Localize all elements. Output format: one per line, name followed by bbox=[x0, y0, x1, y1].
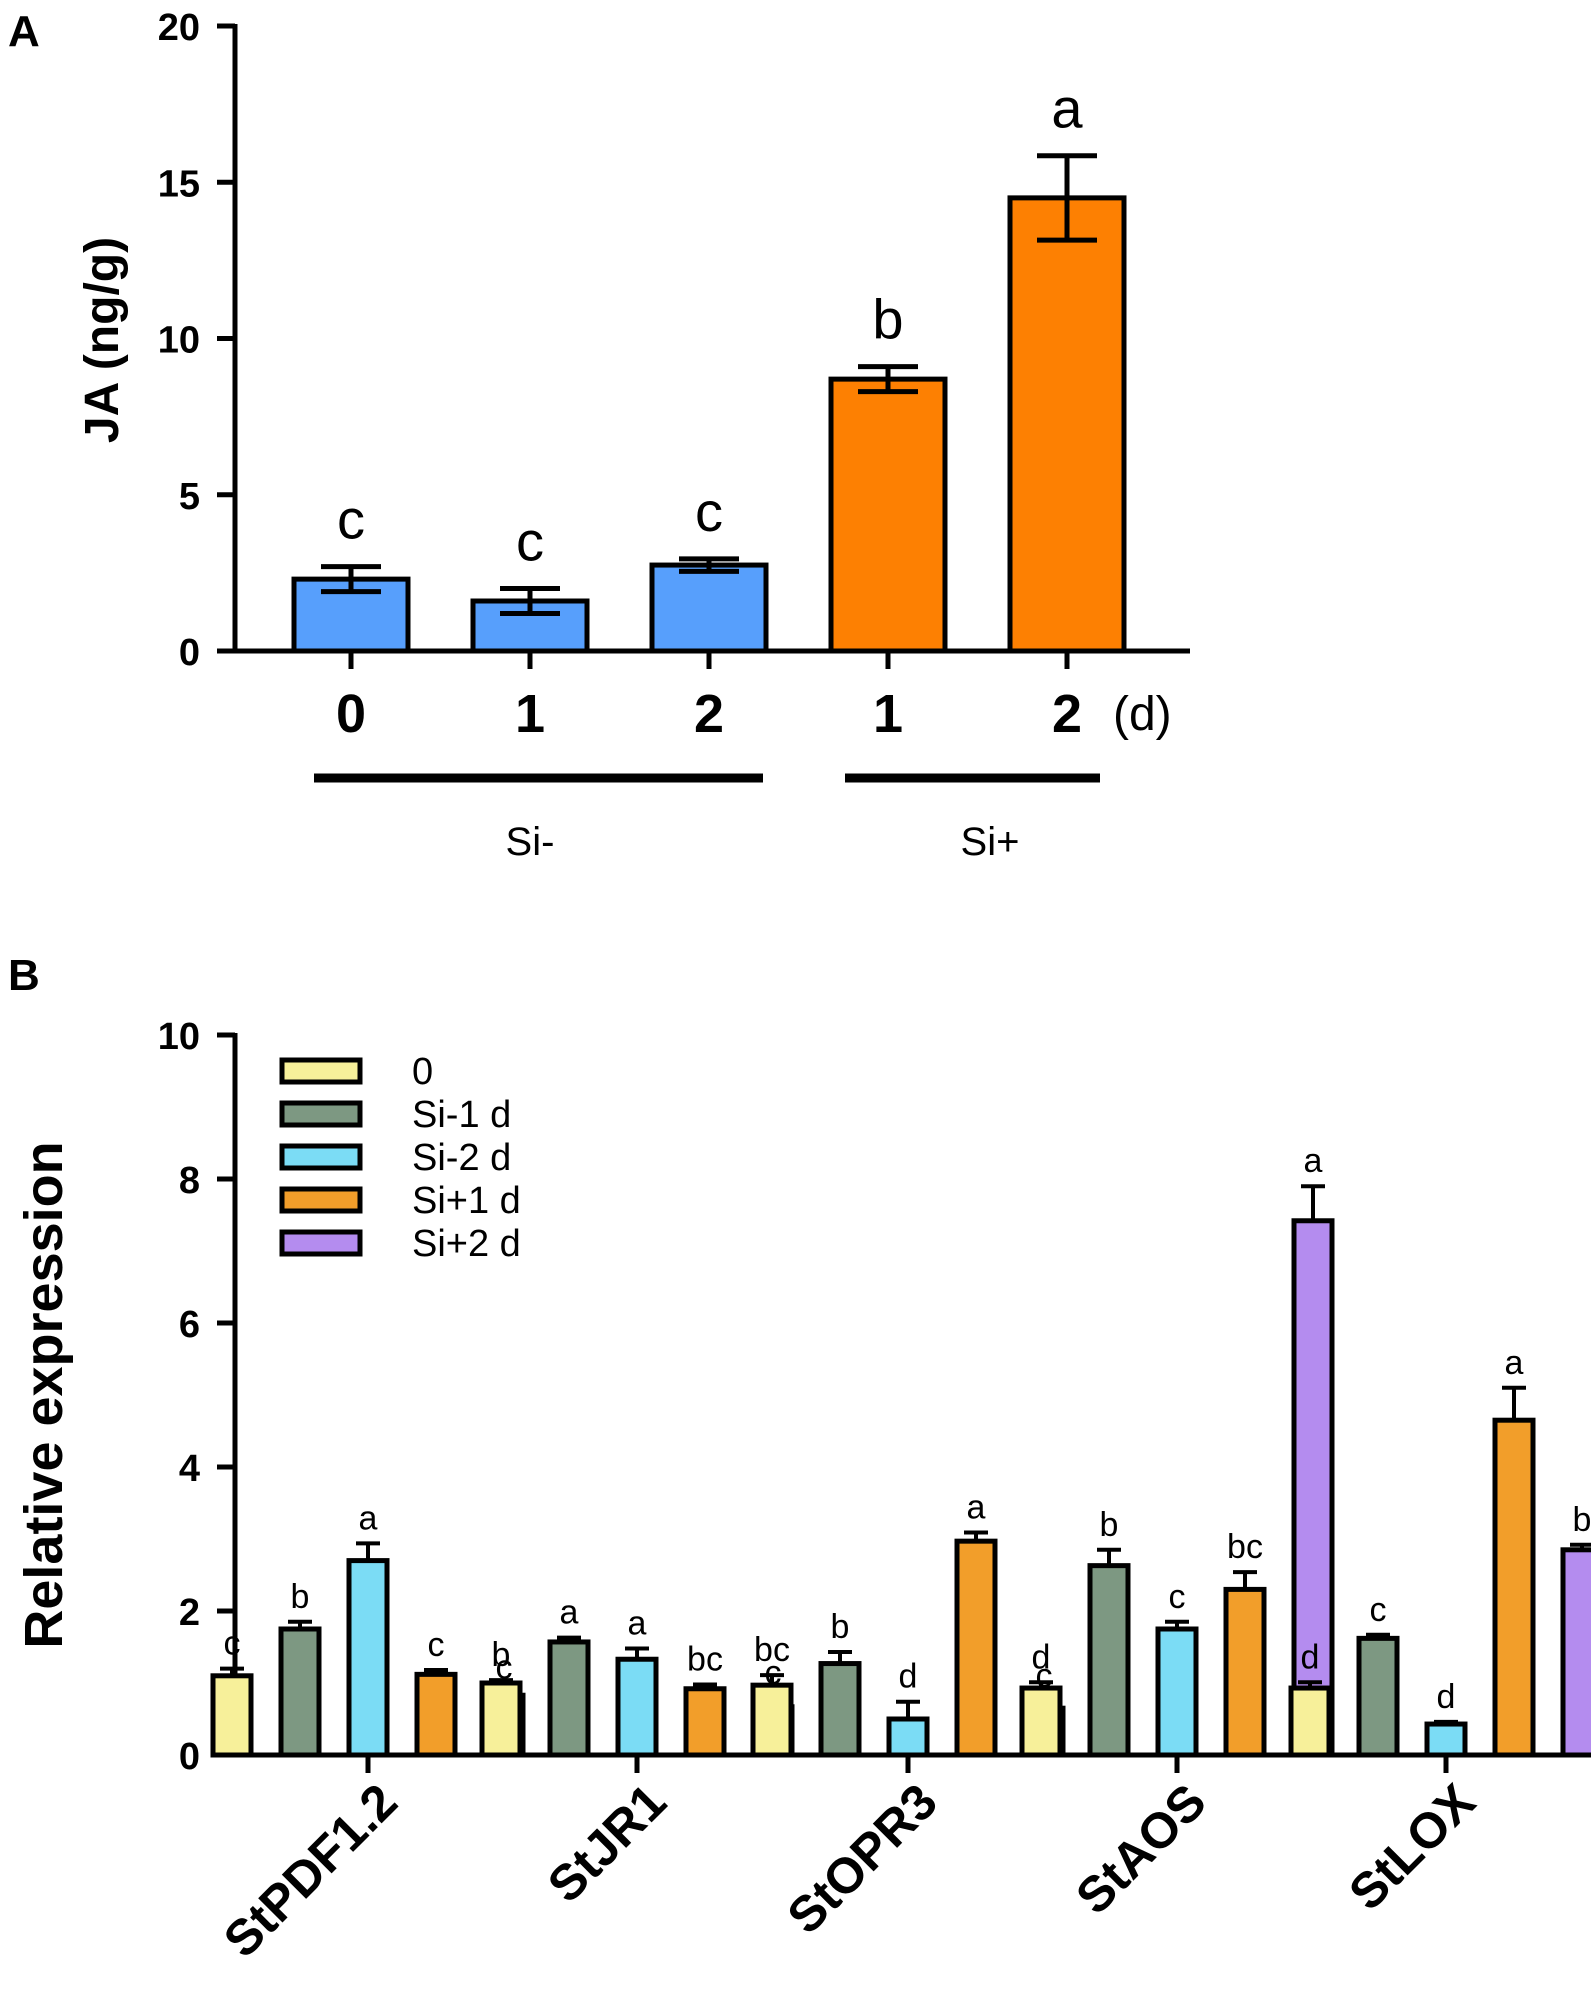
bar bbox=[615, 1656, 659, 1758]
significance-letter: d bbox=[899, 1658, 918, 1696]
bar bbox=[683, 1686, 727, 1758]
significance-letter: d bbox=[1301, 1638, 1320, 1676]
bar bbox=[828, 376, 948, 654]
panel-b-letter: B bbox=[8, 951, 40, 1000]
significance-letter: c bbox=[428, 1626, 445, 1664]
significance-letter: c bbox=[1370, 1591, 1387, 1629]
legend-swatch bbox=[279, 1057, 363, 1085]
legend-swatch bbox=[279, 1143, 363, 1171]
x-tick-label: StLOX bbox=[1338, 1773, 1486, 1921]
bar bbox=[278, 1626, 322, 1758]
bar bbox=[1560, 1547, 1591, 1758]
bar bbox=[346, 1558, 390, 1758]
y-axis-title: Relative expression bbox=[14, 1141, 74, 1648]
group-label: Si- bbox=[506, 820, 555, 864]
x-tick-label: StJR1 bbox=[537, 1773, 677, 1913]
y-tick-label: 8 bbox=[179, 1160, 200, 1202]
bar bbox=[649, 562, 769, 654]
significance-letter: a bbox=[967, 1489, 986, 1527]
bar bbox=[750, 1682, 794, 1758]
panel-a: A 0 5 10 15 20 JA (ng/g) c 0 c 1 c 2 b 1 a 2 (d) Si- Si+ bbox=[8, 7, 1190, 864]
y-tick-label: 0 bbox=[179, 1736, 200, 1778]
x-tick-label: 1 bbox=[515, 684, 545, 744]
significance-letter: c bbox=[516, 510, 544, 573]
y-tick-label: 20 bbox=[158, 7, 200, 49]
bar bbox=[954, 1538, 998, 1758]
bar bbox=[1007, 195, 1127, 654]
bar bbox=[1424, 1721, 1468, 1758]
significance-letter: a bbox=[359, 1499, 378, 1537]
x-tick-label: StAOS bbox=[1065, 1773, 1217, 1925]
bar bbox=[886, 1716, 930, 1758]
legend-label: Si+1 d bbox=[412, 1180, 521, 1222]
x-tick-label: 1 bbox=[873, 684, 903, 744]
bar bbox=[414, 1671, 458, 1758]
significance-letter: a bbox=[1505, 1344, 1524, 1382]
panel-a-letter: A bbox=[8, 7, 40, 56]
y-tick-label: 6 bbox=[179, 1304, 200, 1346]
significance-letter: b bbox=[492, 1636, 511, 1674]
y-tick-label: 5 bbox=[179, 476, 200, 518]
significance-letter: c bbox=[496, 1648, 513, 1686]
x-tick-label: 2 bbox=[694, 684, 724, 744]
significance-letter: b bbox=[1100, 1506, 1119, 1544]
y-tick-label: 2 bbox=[179, 1592, 200, 1634]
bar bbox=[1019, 1685, 1063, 1758]
significance-letter: d bbox=[1437, 1678, 1456, 1716]
significance-letter: bc bbox=[1227, 1528, 1263, 1566]
bar bbox=[479, 1680, 523, 1758]
bar bbox=[210, 1673, 254, 1758]
legend-swatch bbox=[279, 1186, 363, 1214]
y-tick-label: 15 bbox=[158, 163, 200, 205]
significance-letter: a bbox=[628, 1604, 647, 1642]
y-axis-title: JA (ng/g) bbox=[76, 237, 129, 443]
significance-letter: b bbox=[291, 1578, 310, 1616]
bar bbox=[1223, 1586, 1267, 1758]
y-tick-label: 4 bbox=[179, 1448, 200, 1490]
significance-letter: bc bbox=[687, 1640, 723, 1678]
y-tick-label: 0 bbox=[179, 632, 200, 674]
bar bbox=[1356, 1635, 1400, 1758]
legend-label: Si+2 d bbox=[412, 1223, 521, 1265]
y-tick-label: 10 bbox=[158, 1016, 200, 1058]
legend-swatch bbox=[279, 1229, 363, 1257]
significance-letter: c bbox=[224, 1625, 241, 1663]
bar bbox=[1155, 1626, 1199, 1758]
x-tick-label: 2 bbox=[1052, 684, 1082, 744]
bar bbox=[1087, 1563, 1131, 1758]
significance-letter: d bbox=[1032, 1638, 1051, 1676]
significance-letter: bc bbox=[754, 1631, 790, 1669]
significance-letter: c bbox=[1169, 1578, 1186, 1616]
bar bbox=[1288, 1685, 1332, 1758]
significance-letter: b bbox=[872, 288, 903, 351]
y-tick-label: 10 bbox=[158, 320, 200, 362]
significance-letter: c bbox=[337, 488, 365, 551]
bar bbox=[547, 1639, 591, 1758]
x-tick-label: 0 bbox=[336, 684, 366, 744]
legend-label: 0 bbox=[412, 1051, 433, 1093]
significance-letter: b bbox=[1573, 1501, 1591, 1539]
bar bbox=[818, 1661, 862, 1758]
x-tick-label: StOPR3 bbox=[777, 1773, 948, 1944]
bar bbox=[1492, 1417, 1536, 1758]
significance-letter: a bbox=[1304, 1142, 1323, 1180]
significance-letter: b bbox=[831, 1608, 850, 1646]
legend-label: Si-2 d bbox=[412, 1137, 511, 1179]
significance-letter: a bbox=[560, 1594, 579, 1632]
significance-letter: c bbox=[695, 480, 723, 543]
x-tick-label: StPDF1.2 bbox=[213, 1773, 408, 1968]
x-unit-label: (d) bbox=[1113, 688, 1172, 741]
group-label: Si+ bbox=[961, 820, 1020, 864]
legend-label: Si-1 d bbox=[412, 1094, 511, 1136]
legend-swatch bbox=[279, 1100, 363, 1128]
significance-letter: a bbox=[1051, 77, 1083, 140]
